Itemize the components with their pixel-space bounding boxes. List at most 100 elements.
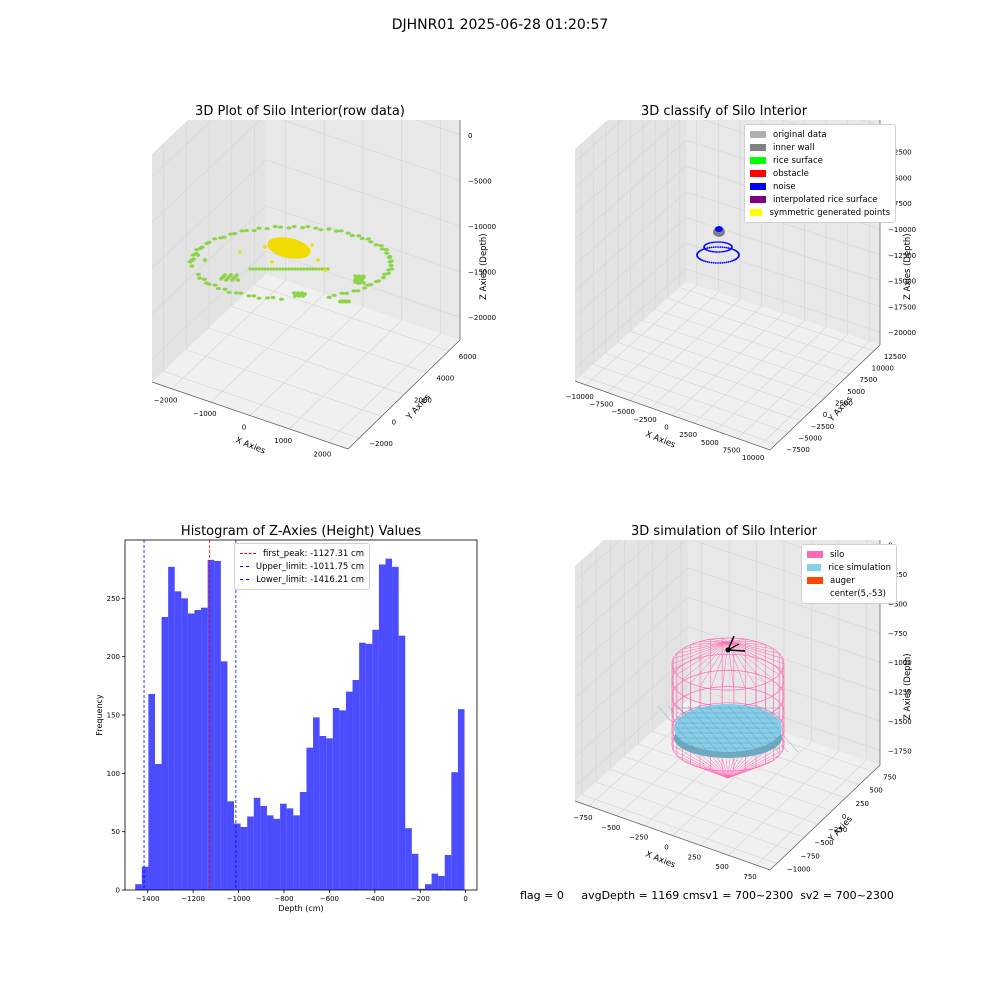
noise-point (719, 246, 722, 248)
x-tick-label: 5000 (701, 439, 719, 447)
raw-point (386, 255, 392, 260)
raw-point (386, 268, 392, 272)
x-tick-label: −1200 (181, 895, 205, 903)
raw-point (345, 231, 351, 235)
histogram-bar (260, 806, 267, 890)
raw-3d-plot: −2000−1000010002000−200002000400060000−5… (151, 120, 496, 458)
noise-point (717, 246, 719, 248)
histogram-bar (273, 818, 281, 890)
raw-point (360, 279, 364, 283)
raw-point (196, 253, 200, 257)
noise-point (732, 248, 735, 251)
raw-point (215, 286, 221, 291)
raw-point (284, 267, 288, 271)
histogram-bar (306, 747, 314, 890)
raw-point (277, 225, 284, 229)
classify-3d-plot: −10000−7500−5000−2500025005000750010000−… (566, 120, 916, 462)
raw-point (266, 267, 270, 271)
raw-point (302, 293, 306, 297)
noise-point (701, 248, 704, 251)
y-tick-label: 10000 (872, 365, 894, 373)
y-tick-label: −750 (801, 852, 820, 860)
raw-point (256, 296, 262, 300)
noise-point (714, 262, 717, 264)
raw-point (323, 268, 327, 272)
legend-entry: rice simulation (807, 561, 891, 574)
noise-point (734, 258, 736, 261)
histogram-bar (135, 884, 142, 890)
x-tick-label: 7500 (723, 447, 741, 455)
legend-swatch (807, 590, 823, 597)
histogram-bar (319, 736, 327, 890)
rice-mesh (707, 705, 749, 753)
raw-point (384, 251, 390, 255)
raw-point (222, 287, 228, 291)
y-tick-label: −5000 (798, 435, 822, 443)
legend-entry: center(5,-53) (807, 587, 891, 600)
histogram-bar (214, 561, 221, 890)
raw-point (238, 250, 242, 254)
noise-point (712, 250, 715, 253)
histogram-bar (141, 866, 149, 890)
z-tick-label: −1500 (888, 718, 912, 726)
raw-point (344, 299, 348, 304)
silo-wire (727, 767, 757, 779)
raw-point (356, 234, 362, 238)
noise-point (729, 260, 732, 263)
silo-wire (727, 641, 780, 675)
silo-wire (727, 641, 757, 643)
raw-point (254, 267, 258, 271)
raw-point (382, 272, 388, 276)
raw-point (365, 283, 371, 287)
histogram-bar (372, 629, 379, 890)
raw-point (318, 228, 324, 232)
raw-point (338, 229, 344, 233)
raw-point (275, 267, 279, 271)
raw-point (343, 291, 350, 295)
histogram-bar (161, 617, 169, 890)
raw-point (349, 234, 355, 238)
histogram-title: Histogram of Z-Axies (Height) Values (180, 524, 422, 539)
rice-mesh (687, 705, 729, 753)
z-tick-label: −5000 (468, 177, 492, 185)
z-tick-label: −12500 (888, 252, 916, 260)
rice-mesh (757, 705, 799, 753)
silo-wire (722, 637, 729, 643)
raw-point (232, 232, 238, 236)
noise-point (723, 246, 726, 249)
noise-point (710, 261, 713, 264)
raw-point (228, 232, 234, 236)
histogram-bar (148, 694, 155, 890)
raw-point (333, 229, 340, 233)
x-tick-label: −2500 (633, 416, 657, 424)
raw-point (246, 294, 252, 298)
noise-point (737, 253, 740, 256)
raw-point (203, 281, 210, 285)
x-tick-label: 250 (688, 853, 701, 861)
raw-point (362, 275, 366, 279)
rice-mesh (677, 705, 719, 753)
raw-surface (267, 237, 311, 259)
noise-point (725, 246, 728, 249)
rice-simulation-surface (657, 704, 799, 758)
histogram-bar (438, 876, 445, 890)
histogram-bar (181, 598, 188, 890)
y-tick-label: 100 (107, 770, 120, 778)
y-tick-label: 250 (856, 800, 869, 808)
histogram-bar (345, 691, 353, 890)
raw-xlabel: X Axies (234, 436, 267, 457)
silo-wire (699, 641, 729, 687)
auger-marker (725, 635, 746, 653)
y-tick-label: 250 (107, 595, 120, 603)
y-tick-label: 0 (823, 411, 827, 419)
noise-point (731, 248, 733, 250)
raw-point (356, 277, 360, 281)
raw-point (263, 267, 267, 271)
noise-point (721, 246, 724, 249)
raw-point (226, 290, 232, 294)
histogram-bar (378, 564, 386, 890)
noise-point (710, 246, 713, 249)
histogram-bar (286, 808, 294, 890)
histogram-bar (352, 680, 360, 890)
histogram-bar (187, 613, 195, 890)
